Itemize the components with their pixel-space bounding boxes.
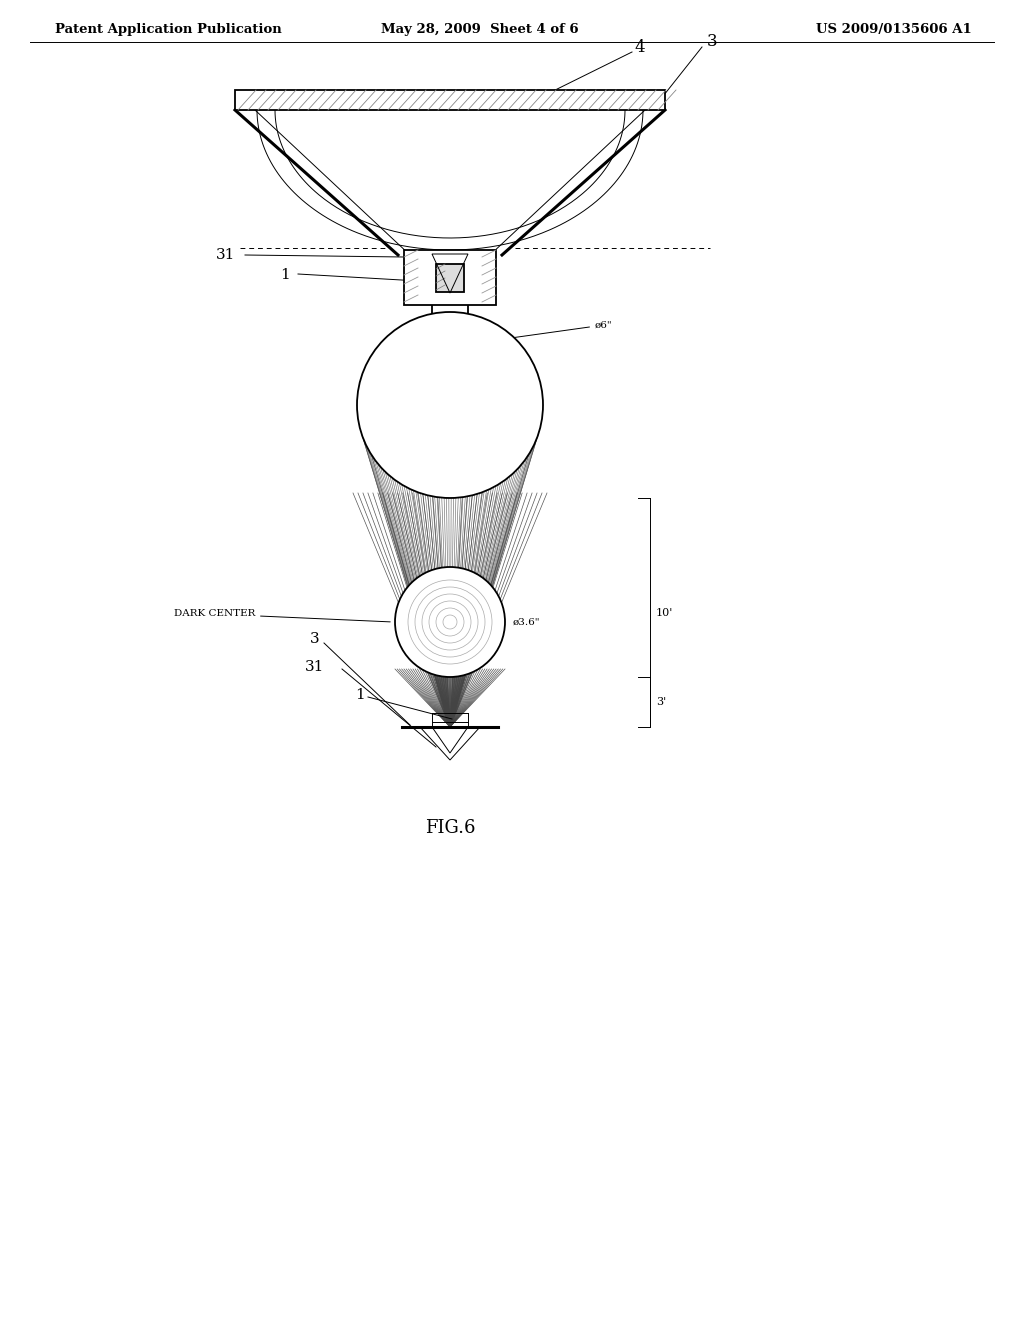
Bar [234,90,665,110]
Text: FIG.5: FIG.5 [425,333,475,351]
Text: 1: 1 [355,688,365,702]
Circle shape [357,312,543,498]
Text: 3: 3 [310,632,319,645]
Text: 3': 3' [656,697,667,708]
Text: ø6": ø6" [513,321,612,338]
Text: FIG.6: FIG.6 [425,818,475,837]
Text: 31: 31 [305,660,325,675]
Text: 10': 10' [656,607,674,618]
Text: 3: 3 [707,33,718,50]
Bar [436,264,464,292]
Polygon shape [420,727,480,760]
Text: 41: 41 [435,356,455,370]
Text: 1: 1 [281,268,290,282]
Text: 31: 31 [216,248,234,261]
Circle shape [395,568,505,677]
Text: US 2009/0135606 A1: US 2009/0135606 A1 [816,22,972,36]
Text: May 28, 2009  Sheet 4 of 6: May 28, 2009 Sheet 4 of 6 [381,22,579,36]
Text: DARK CENTER: DARK CENTER [174,610,390,622]
Bar [404,249,496,305]
Text: 4: 4 [635,40,645,57]
Text: Patent Application Publication: Patent Application Publication [55,22,282,36]
Text: ø3.6": ø3.6" [513,618,541,627]
